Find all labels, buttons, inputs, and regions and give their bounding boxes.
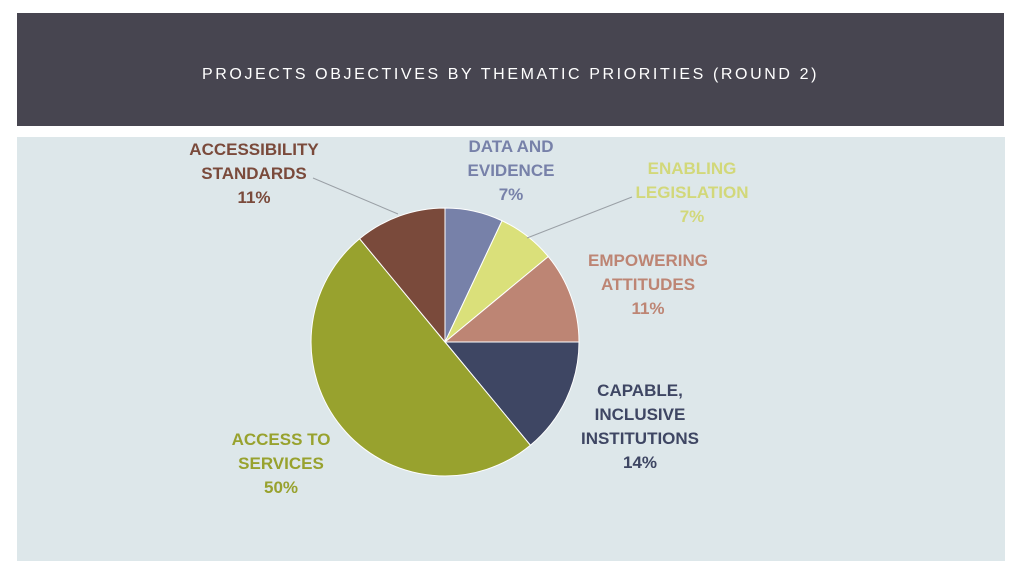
pie-slice-accessibility: [358, 207, 446, 344]
pie-slice-services: [310, 238, 532, 477]
leader-line-legislation: [526, 196, 633, 239]
slice-label-accessibility: ACCESSIBILITY STANDARDS 11%: [189, 140, 319, 207]
slice-label-data: DATA AND EVIDENCE 7%: [468, 137, 555, 204]
slice-label-attitudes: EMPOWERING ATTITUDES 11%: [588, 251, 708, 318]
title-bar: PROJECTS OBJECTIVES BY THEMATIC PRIORITI…: [17, 13, 1004, 126]
pie-slice-attitudes: [443, 255, 580, 343]
slice-label-services: ACCESS TO SERVICES 50%: [232, 430, 331, 497]
slice-label-institutions: CAPABLE, INCLUSIVE INSTITUTIONS 14%: [581, 381, 699, 472]
pie-slice-institutions: [443, 341, 580, 446]
leader-line-accessibility: [312, 177, 399, 215]
page-title: PROJECTS OBJECTIVES BY THEMATIC PRIORITI…: [201, 66, 820, 83]
slice-label-legislation: ENABLING LEGISLATION 7%: [635, 159, 748, 226]
